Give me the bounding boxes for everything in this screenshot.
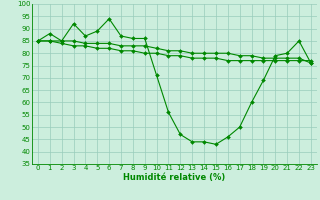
X-axis label: Humidité relative (%): Humidité relative (%): [123, 173, 226, 182]
